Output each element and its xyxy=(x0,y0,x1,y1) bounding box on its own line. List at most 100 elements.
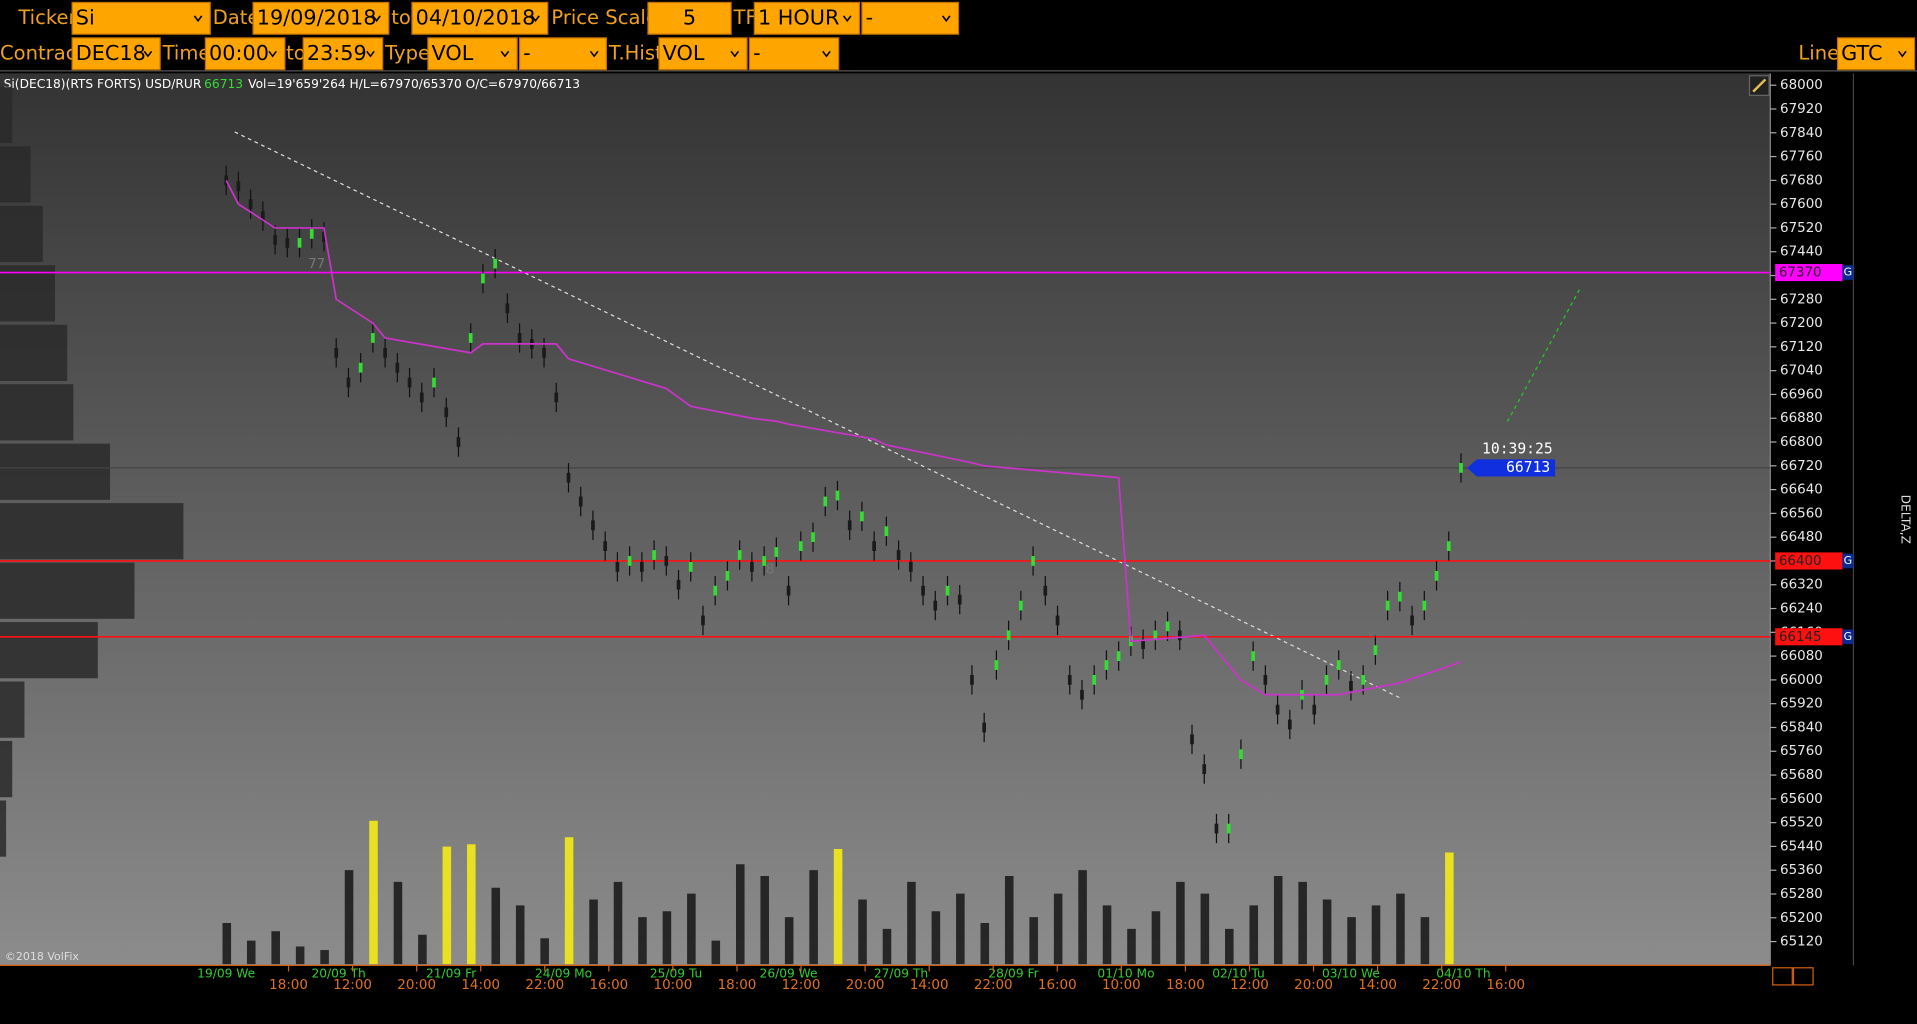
volume-bar xyxy=(1102,905,1112,965)
level-badge xyxy=(1775,263,1843,282)
y-tick-label: 68000 xyxy=(1780,78,1823,93)
price-bar xyxy=(1226,823,1231,834)
hour-label: 18:00 xyxy=(269,978,308,993)
y-tick-label: 67120 xyxy=(1780,340,1823,355)
dropdown[interactable] xyxy=(753,1,861,35)
volume-bar xyxy=(1273,876,1283,965)
y-tick-label: 66960 xyxy=(1780,387,1823,402)
field-value: VOL xyxy=(663,41,705,65)
price-bar xyxy=(603,541,608,551)
price-bar xyxy=(945,585,950,596)
price-bar xyxy=(1239,749,1243,760)
y-tick-label: 67600 xyxy=(1780,197,1823,212)
price-bar xyxy=(688,562,693,572)
volume-bar xyxy=(246,940,256,965)
y-tick-label: 67520 xyxy=(1780,221,1823,236)
date-label: 25/09 Tu xyxy=(650,966,702,980)
profile-bar xyxy=(0,384,74,441)
volume-bar xyxy=(1347,917,1356,965)
price-bar xyxy=(615,562,620,572)
hour-label: 16:00 xyxy=(589,978,628,993)
field-value: 19/09/2018 xyxy=(257,5,377,29)
level-badge xyxy=(1775,628,1843,646)
dropdown-arrow xyxy=(531,15,540,23)
price-bar xyxy=(346,377,351,388)
price-bar xyxy=(578,496,583,507)
price-bar xyxy=(1092,675,1097,685)
field-value: 04/10/2018 xyxy=(416,5,536,29)
volume-bar xyxy=(1298,881,1307,965)
volume-bar xyxy=(1322,899,1332,965)
price-bar xyxy=(884,526,889,537)
price-bar xyxy=(1019,600,1023,611)
price-bar xyxy=(566,472,571,483)
price-bar xyxy=(811,532,815,543)
y-tick-label: 67200 xyxy=(1780,316,1823,331)
price-bar xyxy=(1398,591,1402,602)
dropdown[interactable] xyxy=(252,1,390,35)
price-bar xyxy=(908,562,913,572)
dropdown[interactable] xyxy=(71,1,211,35)
annotation: 77 xyxy=(308,257,325,272)
trend-line xyxy=(234,131,1403,700)
hour-label: 12:00 xyxy=(1230,978,1269,993)
dropdown[interactable] xyxy=(861,1,960,35)
price-bar xyxy=(1446,541,1451,551)
dropdown-arrow xyxy=(941,15,951,23)
volume-bar xyxy=(344,870,354,965)
field-label: Price Scale xyxy=(551,6,658,29)
hour-label: 14:00 xyxy=(1358,978,1397,993)
dropdown[interactable] xyxy=(518,37,608,71)
price-bar xyxy=(1251,651,1255,661)
y-tick-label: 66560 xyxy=(1780,506,1823,521)
hour-label: 14:00 xyxy=(910,978,949,993)
dropdown-arrow xyxy=(842,15,852,23)
volume-bar xyxy=(1053,893,1063,965)
field-value: 23:59 xyxy=(307,41,367,65)
volume-bar xyxy=(613,881,623,965)
price-bar xyxy=(1287,719,1292,730)
volume-bar xyxy=(295,946,305,965)
dropdown[interactable] xyxy=(411,1,549,35)
y-tick-label: 65200 xyxy=(1780,911,1823,926)
y-tick-label: 65680 xyxy=(1780,768,1823,783)
volume-bar xyxy=(711,940,721,965)
price-bar xyxy=(652,550,656,560)
y-tick-label: 66240 xyxy=(1780,602,1823,617)
level-label: 66400 xyxy=(1779,554,1822,569)
price-bar xyxy=(835,490,840,501)
y-tick-label: 67440 xyxy=(1780,245,1823,260)
copyright: ©2018 VolFix xyxy=(5,950,80,963)
field-value: 00:00 xyxy=(209,41,269,65)
hour-label: 18:00 xyxy=(718,978,757,993)
price-bar xyxy=(640,562,644,572)
hour-label: 22:00 xyxy=(1422,978,1461,993)
price-bar xyxy=(358,362,363,373)
nav-right[interactable] xyxy=(1792,967,1814,986)
field-value: - xyxy=(753,41,761,65)
field-label: Line xyxy=(1798,41,1839,64)
price-bar xyxy=(1312,704,1317,715)
price-bar xyxy=(432,377,436,388)
profile-bar xyxy=(0,562,135,619)
dropdown-arrow xyxy=(822,50,831,58)
price-bar xyxy=(517,333,522,343)
nav-left[interactable] xyxy=(1772,967,1793,986)
field-value: - xyxy=(523,41,531,65)
price-bar xyxy=(994,660,999,670)
volume-bar xyxy=(760,876,770,965)
y-tick-label: 65600 xyxy=(1780,792,1823,807)
dropdown-arrow xyxy=(372,15,381,23)
price-bar xyxy=(1434,570,1439,581)
dropdown[interactable] xyxy=(1836,37,1916,71)
dropdown[interactable] xyxy=(647,1,732,35)
price-bar xyxy=(1031,556,1035,566)
level-label: 66145 xyxy=(1779,630,1822,645)
volume-bar xyxy=(907,881,916,965)
y-tick-label: 66800 xyxy=(1780,435,1823,450)
volume-bar xyxy=(491,887,501,965)
profile-bar xyxy=(0,681,25,738)
y-tick-label: 66080 xyxy=(1780,649,1823,664)
price-bar xyxy=(786,585,791,596)
date-label: 19/09 We xyxy=(197,966,255,980)
